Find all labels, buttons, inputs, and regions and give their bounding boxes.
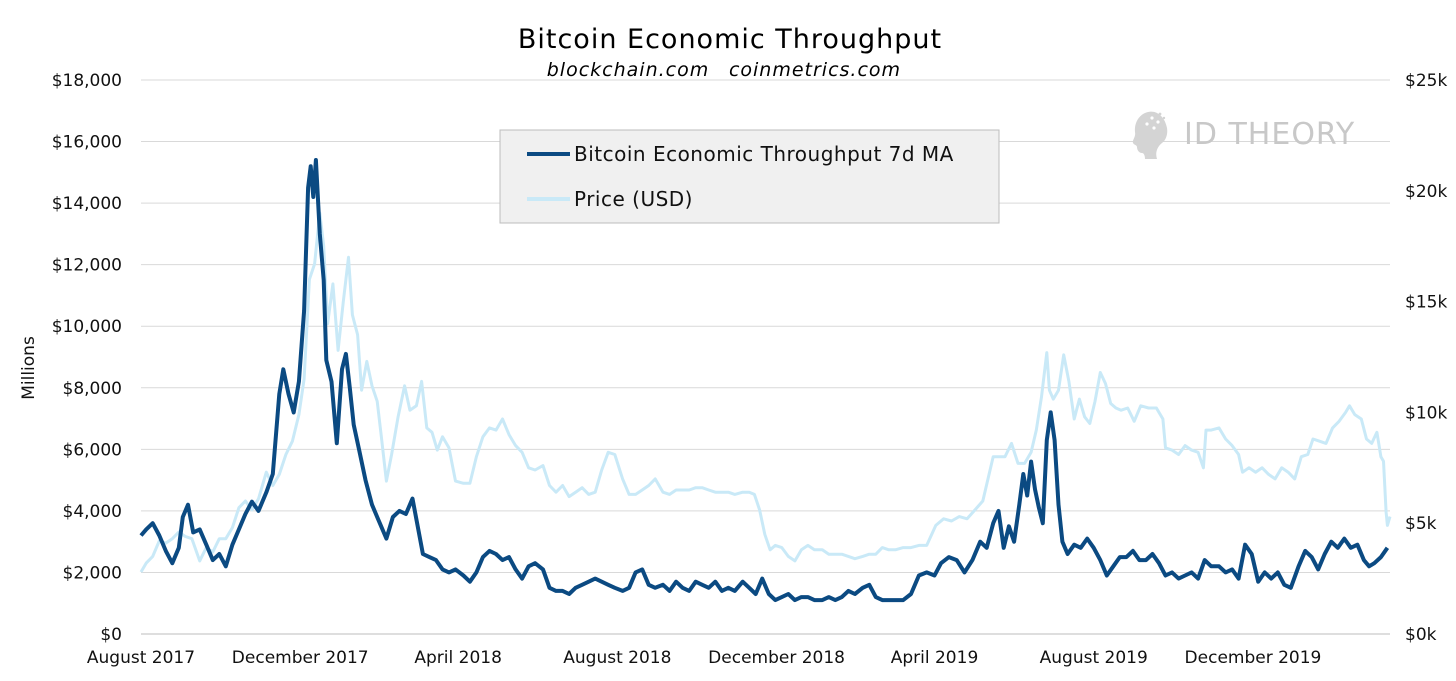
left-tick-label: $16,000 bbox=[52, 133, 122, 153]
right-axis: $0k $5k $10k $15k $20k $25k bbox=[1405, 71, 1447, 645]
left-tick-label: $6,000 bbox=[63, 440, 122, 460]
x-tick-label: August 2018 bbox=[563, 648, 671, 668]
legend-label-throughput: Bitcoin Economic Throughput 7d MA bbox=[574, 142, 954, 166]
right-tick-label: $5k bbox=[1405, 514, 1437, 534]
chart-title: Bitcoin Economic Throughput bbox=[518, 24, 942, 55]
x-tick-label: August 2017 bbox=[87, 648, 195, 668]
left-tick-label: $12,000 bbox=[52, 256, 122, 276]
chart-subtitle-source-1: blockchain.com bbox=[547, 59, 709, 81]
x-tick-label: December 2018 bbox=[708, 648, 845, 668]
series-price-line bbox=[139, 211, 1392, 573]
x-tick-label: December 2017 bbox=[232, 648, 369, 668]
x-tick-label: December 2019 bbox=[1185, 648, 1322, 668]
right-tick-label: $15k bbox=[1405, 293, 1447, 313]
left-tick-label: $10,000 bbox=[52, 317, 122, 337]
left-tick-label: $8,000 bbox=[63, 379, 122, 399]
right-tick-label: $10k bbox=[1405, 403, 1447, 423]
x-tick-label: April 2018 bbox=[414, 648, 502, 668]
left-tick-label: $0 bbox=[100, 625, 122, 645]
y-axis-label: Millions bbox=[19, 336, 39, 400]
series-throughput-line bbox=[139, 158, 1390, 603]
x-tick-label: April 2019 bbox=[891, 648, 979, 668]
right-tick-label: $25k bbox=[1405, 71, 1447, 91]
x-tick-label: August 2019 bbox=[1040, 648, 1148, 668]
head-silhouette-icon bbox=[1132, 111, 1168, 159]
left-tick-label: $2,000 bbox=[63, 563, 122, 583]
x-axis: August 2017 December 2017 April 2018 August… bbox=[87, 648, 1321, 668]
left-tick-label: $4,000 bbox=[63, 502, 122, 522]
watermark-text: ID THEORY bbox=[1184, 117, 1355, 152]
legend-label-price: Price (USD) bbox=[574, 187, 693, 211]
legend: Bitcoin Economic Throughput 7d MA Price … bbox=[499, 129, 1000, 224]
right-tick-label: $20k bbox=[1405, 182, 1447, 202]
right-tick-label: $0k bbox=[1405, 625, 1437, 645]
watermark-logo: ID THEORY bbox=[1132, 111, 1355, 159]
left-tick-label: $14,000 bbox=[52, 194, 122, 214]
legend-box bbox=[499, 129, 1000, 224]
left-tick-label: $18,000 bbox=[52, 71, 122, 91]
left-axis: $0 $2,000 $4,000 $6,000 $8,000 $10,000 $12,000… bbox=[52, 71, 122, 645]
chart-subtitle-source-2: coinmetrics.com bbox=[729, 59, 901, 81]
